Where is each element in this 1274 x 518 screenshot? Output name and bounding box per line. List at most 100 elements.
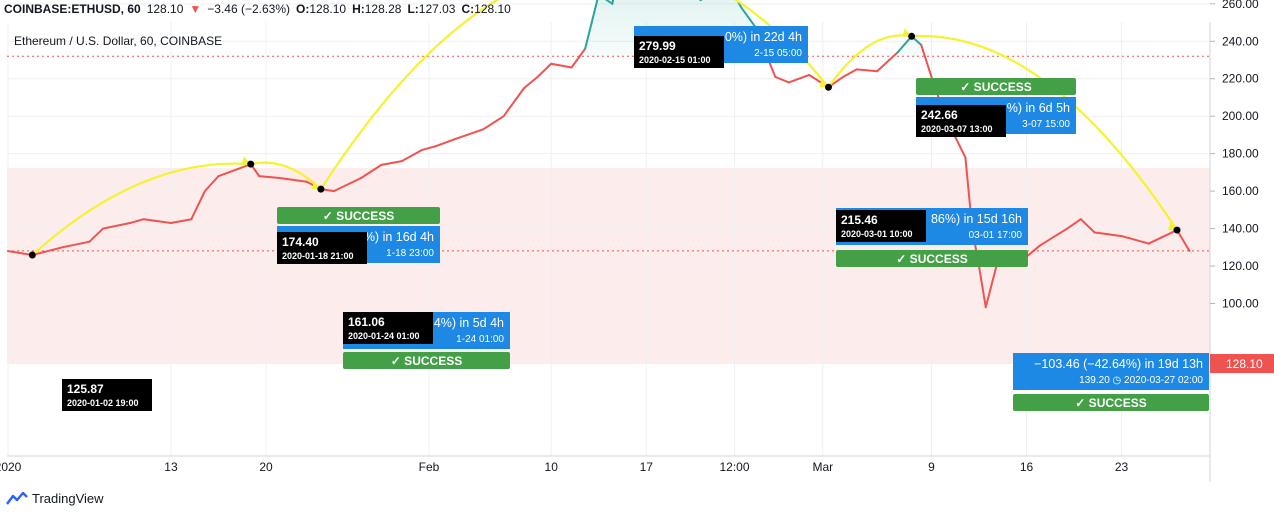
price-segment [1039,227,1069,247]
y-tick-label: 180.00 [1222,147,1259,161]
y-tick-label: 240.00 [1222,34,1259,48]
price-segment [584,0,599,50]
price-tooltip: 242.66 2020-03-07 13:00 [916,105,1006,137]
tooltip-time: 2020-03-07 13:00 [921,124,993,134]
success-badge [343,352,510,369]
x-tick-label: Feb [419,460,440,474]
success-badge-label: ✓ SUCCESS [960,80,1031,94]
price-segment [896,35,913,54]
success-badge [836,250,1028,267]
price-segment [102,221,132,230]
y-tick-label: 100.00 [1222,297,1259,311]
measure-label-sub: 1-18 23:00 [386,248,434,259]
price-segment [842,68,858,78]
tooltip-bg [62,379,152,411]
tooltip-price: 125.87 [67,382,104,396]
anchor-point [247,160,255,168]
price-segment [190,190,206,221]
anchor-point [28,251,36,259]
y-tick-label: 220.00 [1222,72,1259,86]
tooltip-bg [916,105,1006,137]
price-segment [1147,229,1179,245]
tradingview-logo-icon [6,491,28,505]
arrow-curve [31,162,251,256]
open-value: 128.10 [309,2,347,16]
low-label: L: [407,2,419,16]
measure-label-text: %) in 16d 4h [364,230,434,244]
y-tick-label: 200.00 [1222,109,1259,123]
tooltip-price: 279.99 [639,39,676,53]
x-tick-label: 13 [164,460,178,474]
tradingview-brand: TradingView [32,490,104,506]
last-price: 128.10 [146,2,184,16]
y-tick-label: 140.00 [1222,222,1259,236]
success-badge-label: ✓ SUCCESS [896,252,967,266]
x-tick-label: 12:00 [720,460,750,474]
price-segment [482,115,505,131]
tradingview-footer[interactable]: TradingView [6,490,104,506]
measure-label-sub: 139.20 ◷ 2020-03-27 02:00 [1079,375,1203,386]
arrow-curve [319,0,500,190]
price-segment [1079,218,1096,234]
price-segment [855,68,879,73]
high-value: 128.28 [364,2,402,16]
measure-label-text: 4%) in 5d 4h [434,316,504,330]
price-change: −3.46 (−2.63%) [207,2,291,16]
price-segment [740,6,756,28]
close-value: 128.10 [474,2,511,16]
price-tooltip: 279.99 2020-02-15 01:00 [634,36,724,68]
tooltip-price: 242.66 [921,108,958,122]
y-tick-label: 160.00 [1222,184,1259,198]
price-tag: 128.10 [1210,354,1274,373]
success-badge-label: ✓ SUCCESS [1075,396,1146,410]
tooltip-bg [343,312,433,344]
price-segment [332,177,363,193]
tooltip-price: 215.46 [841,213,878,227]
measure-label-bg [1013,353,1209,390]
anchor-point [908,32,916,40]
price-segment [1025,244,1042,258]
y-tick-label: 120.00 [1222,259,1259,273]
measure-label-text: %) in 6d 5h [1007,101,1070,115]
price-segment [380,160,403,166]
price-segment [876,51,899,73]
anchor-point [1173,226,1181,234]
price-segment [129,218,145,224]
price-segment [1093,231,1123,238]
price-tooltip: 215.46 2020-03-01 10:00 [836,210,926,242]
price-segment [1120,235,1150,245]
arrow-curve [827,34,912,88]
price-segment [455,128,485,140]
success-badge-label: ✓ SUCCESS [391,354,462,368]
measure-label-sub: 03-01 17:00 [969,230,1023,241]
price-segment [258,175,281,180]
measure-label-sub: 3-07 15:00 [1022,119,1070,130]
measure-label-text: 86%) in 15d 16h [931,212,1022,226]
price-segment [570,47,587,69]
price-tooltip: 161.06 2020-01-24 01:00 [343,312,433,344]
tooltip-bg [836,210,926,242]
x-axis: 2020 13 20 Feb 10 17 12:00 Mar 9 16 23 [0,460,1129,474]
annotations: 125.87 2020-01-02 19:00 %) in 16d 4h 1-18 2… [28,26,1209,411]
high-label: H: [352,2,365,16]
y-axis: 100.00 120.00 140.00 160.00 180.00 200.00 220.… [1210,0,1259,311]
low-value: 127.03 [418,2,456,16]
x-tick-label: Mar [812,460,833,474]
price-segment [142,218,172,224]
price-segment [523,75,539,90]
tooltip-price: 161.06 [348,315,385,329]
tooltip-bg [277,232,367,264]
x-tick-label: 16 [1020,460,1034,474]
price-segment [61,240,91,249]
measure-label-sub: 2-15 05:00 [754,48,802,59]
price-segment [1066,218,1082,230]
price-segment [7,250,34,257]
price-segment [169,218,193,224]
anchor-point [317,185,325,193]
close-label: C: [461,2,475,16]
tooltip-time: 2020-02-15 01:00 [639,55,711,65]
price-tooltip: 174.40 2020-01-18 21:00 [277,232,367,264]
success-badge-label: ✓ SUCCESS [323,209,394,223]
price-segment [203,175,220,193]
